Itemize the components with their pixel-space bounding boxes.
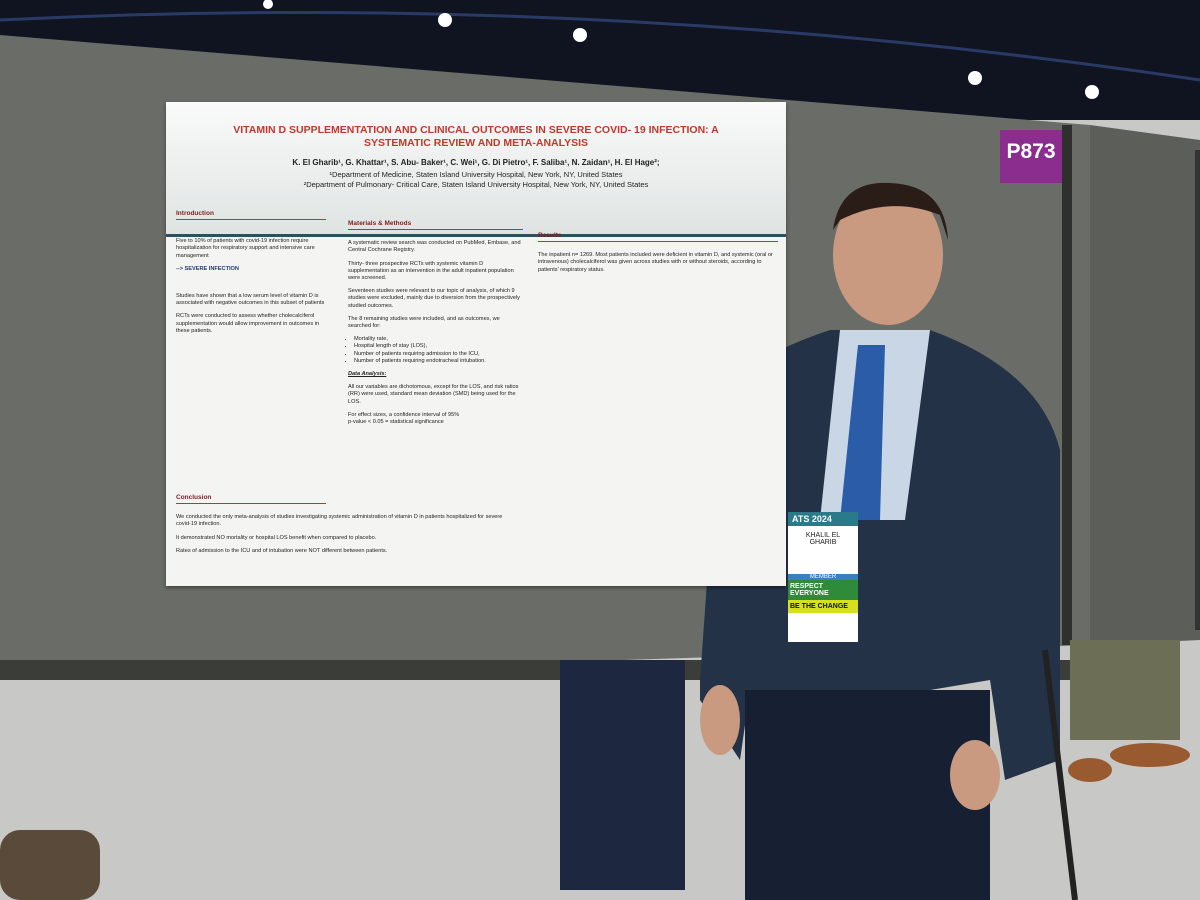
methods: Materials & Methods A systematic review … <box>348 220 523 426</box>
paragraph: --> SEVERE INFECTION <box>176 265 239 272</box>
badge-role: MEMBER <box>788 574 858 580</box>
paragraph: A systematic review search was conducted… <box>348 240 521 254</box>
poster-header: VITAMIN D SUPPLEMENTATION AND CLINICAL O… <box>166 102 786 237</box>
paragraph: For effect sizes, a confidence interval … <box>348 411 460 418</box>
conclusion: Conclusion We conducted the only meta-an… <box>176 494 516 561</box>
poster: VITAMIN D SUPPLEMENTATION AND CLINICAL O… <box>166 102 786 586</box>
affiliation: ¹Department of Medicine, Staten Island U… <box>329 170 623 179</box>
affiliations: ¹Department of Medicine, Staten Island U… <box>236 170 716 190</box>
paragraph: Rates of admission to the ICU and of int… <box>176 547 388 554</box>
badge-slogan: RESPECT EVERYONE <box>788 580 858 600</box>
outcome: Number of patients requiring endotrachea… <box>354 358 523 365</box>
paragraph: It demonstrated NO mortality or hospital… <box>176 534 377 541</box>
outcome: Number of patients requiring admission t… <box>354 351 523 358</box>
badge: ATS 2024 KHALIL EL GHARIB MEMBER RESPECT… <box>788 512 858 642</box>
introduction: Introduction Five to 10% of patients wit… <box>176 210 326 341</box>
heading: Materials & Methods <box>348 220 523 231</box>
paragraph: All our variables are dichotomous, excep… <box>348 384 519 405</box>
results: Results The inpatient n= 1269. Most pati… <box>538 232 778 280</box>
badge-slogan: BE THE CHANGE <box>788 600 858 613</box>
poster-title: VITAMIN D SUPPLEMENTATION AND CLINICAL O… <box>233 124 719 149</box>
badge-event: ATS 2024 <box>788 512 858 526</box>
paragraph: The 8 remaining studies were included, a… <box>348 315 500 330</box>
outcome-list: Mortality rate, Hospital length of stay … <box>354 336 523 365</box>
paragraph: RCTs were conducted to assess whether ch… <box>176 313 320 334</box>
paragraph: We conducted the only meta-analysis of s… <box>176 514 503 528</box>
paragraph: The inpatient n= 1269. Most patients inc… <box>538 252 773 273</box>
heading: Results <box>538 232 778 243</box>
paragraph: Seventeen studies were relevant to our t… <box>348 288 520 309</box>
paragraph: Thirty- three prospective RCTs with syst… <box>348 260 514 282</box>
outcome: Mortality rate, <box>354 336 523 343</box>
paragraph: Five to 10% of patients with covid-19 in… <box>176 238 315 259</box>
badge-name: KHALIL EL GHARIB <box>805 532 841 546</box>
booth-number: P873 <box>1006 140 1056 163</box>
authors: K. El Gharib¹, G. Khattar¹, S. Abu- Bake… <box>292 158 660 167</box>
heading: Conclusion <box>176 494 326 505</box>
heading: Introduction <box>176 210 326 221</box>
affiliation: ²Department of Pulmonary- Critical Care,… <box>303 180 649 189</box>
outcome: Hospital length of stay (LOS), <box>354 343 523 350</box>
subheading: Data Analysis: <box>348 371 387 378</box>
paragraph: p-value < 0.05 = statistical significanc… <box>348 419 444 426</box>
paragraph: Studies have shown that a low serum leve… <box>176 293 325 307</box>
